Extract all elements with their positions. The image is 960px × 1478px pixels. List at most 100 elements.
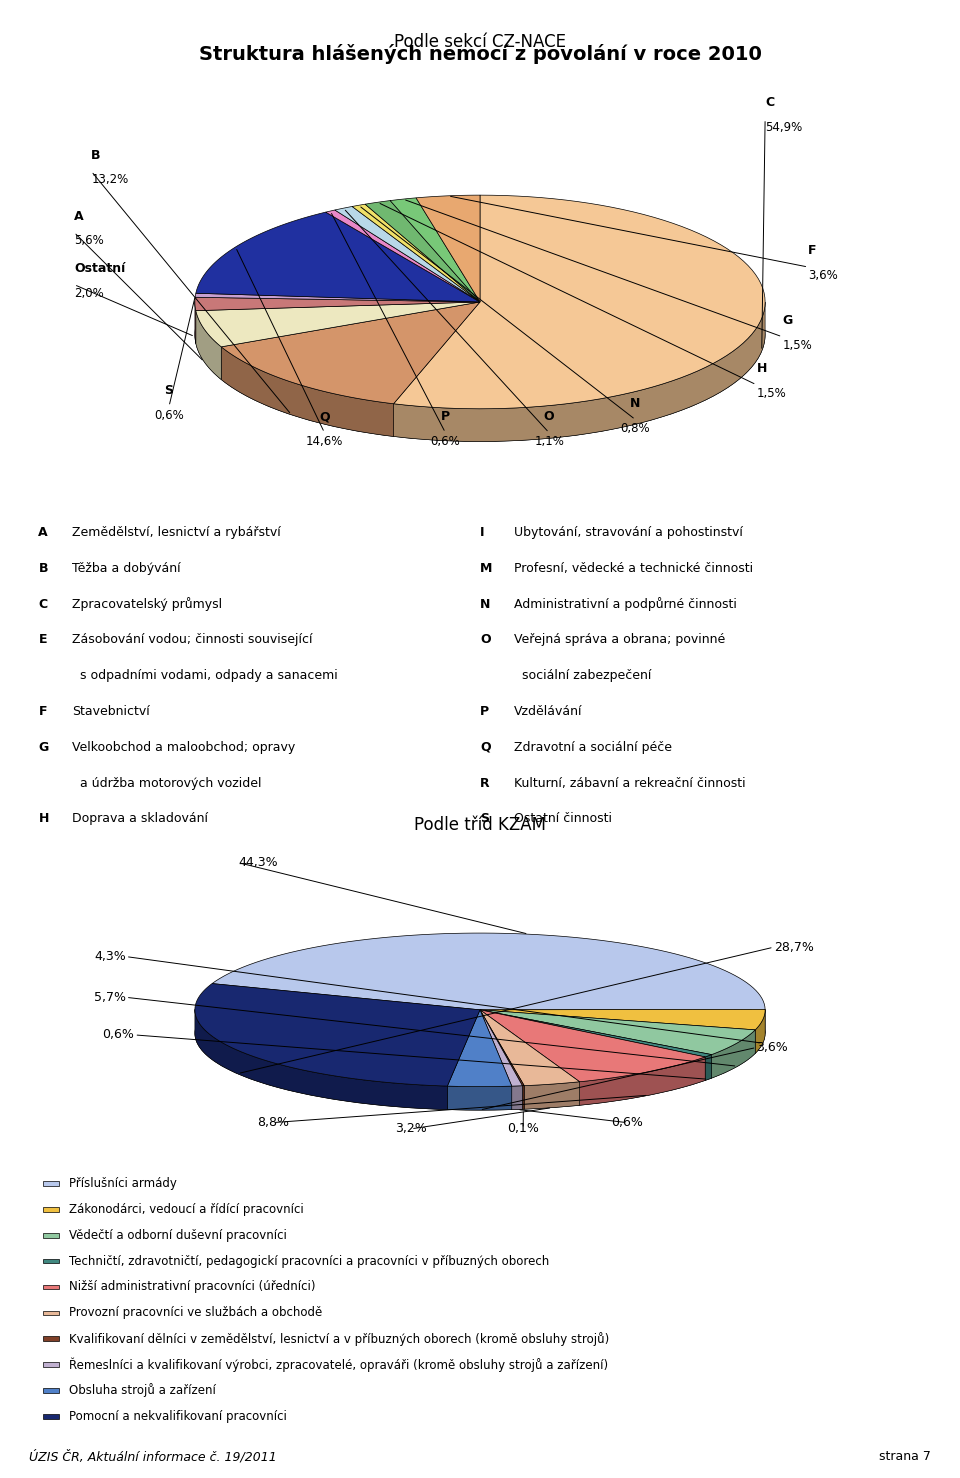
- Polygon shape: [394, 302, 765, 442]
- Text: 4,3%: 4,3%: [94, 950, 126, 964]
- Text: 3,2%: 3,2%: [395, 1122, 427, 1135]
- Text: Struktura hlášených nemocí z povolání v roce 2010: Struktura hlášených nemocí z povolání v …: [199, 44, 761, 65]
- Text: 2,0%: 2,0%: [74, 287, 104, 300]
- Text: Zpracovatelský průmysl: Zpracovatelský průmysl: [72, 597, 222, 610]
- Polygon shape: [447, 1009, 512, 1086]
- Polygon shape: [480, 1009, 580, 1106]
- Text: Administrativní a podpůrné činnosti: Administrativní a podpůrné činnosti: [514, 597, 736, 610]
- Bar: [43, 1259, 59, 1264]
- Text: Podle sekcí CZ-NACE: Podle sekcí CZ-NACE: [394, 33, 566, 52]
- Text: F: F: [38, 705, 47, 718]
- Text: Podle tříd KZAM: Podle tříd KZAM: [414, 816, 546, 835]
- Text: A: A: [74, 210, 84, 223]
- Polygon shape: [195, 983, 480, 1086]
- Polygon shape: [706, 1055, 711, 1080]
- Text: Q: Q: [319, 411, 330, 423]
- Polygon shape: [480, 1009, 522, 1110]
- Polygon shape: [196, 213, 480, 302]
- Text: Zemědělství, lesnictví a rybářství: Zemědělství, lesnictví a rybářství: [72, 526, 280, 539]
- Polygon shape: [416, 195, 480, 302]
- Text: 13,2%: 13,2%: [91, 173, 129, 186]
- Text: Veřejná správa a obrana; povinné: Veřejná správa a obrana; povinné: [514, 634, 725, 646]
- Polygon shape: [524, 1082, 580, 1108]
- Text: 5,6%: 5,6%: [74, 235, 104, 247]
- Text: Těžba a dobývání: Těžba a dobývání: [72, 562, 180, 575]
- Text: a údržba motorových vozidel: a údržba motorových vozidel: [72, 776, 261, 789]
- Text: Velkoobchod a maloobchod; opravy: Velkoobchod a maloobchod; opravy: [72, 740, 296, 754]
- Text: Obsluha strojů a zařízení: Obsluha strojů a zařízení: [69, 1383, 216, 1397]
- Text: 0,8%: 0,8%: [621, 421, 650, 435]
- Polygon shape: [480, 1009, 756, 1054]
- Polygon shape: [195, 1009, 447, 1110]
- Bar: [43, 1388, 59, 1392]
- Polygon shape: [512, 1086, 522, 1110]
- Polygon shape: [522, 1086, 524, 1110]
- Polygon shape: [394, 195, 765, 409]
- Text: H: H: [756, 362, 767, 375]
- Polygon shape: [480, 1009, 512, 1110]
- Text: 28,7%: 28,7%: [774, 940, 814, 953]
- Polygon shape: [756, 1009, 765, 1054]
- Polygon shape: [480, 1009, 512, 1110]
- Polygon shape: [480, 1009, 756, 1055]
- Text: Pomocní a nekvalifikovaní pracovníci: Pomocní a nekvalifikovaní pracovníci: [69, 1410, 287, 1423]
- Polygon shape: [480, 1009, 522, 1086]
- Polygon shape: [221, 302, 480, 380]
- Text: S: S: [164, 384, 174, 398]
- Text: 3,6%: 3,6%: [756, 1041, 788, 1054]
- Text: R: R: [480, 776, 490, 789]
- Text: 14,6%: 14,6%: [306, 435, 343, 448]
- Text: B: B: [91, 149, 101, 161]
- Polygon shape: [480, 1009, 765, 1030]
- Text: Techničtí, zdravotničtí, pedagogickí pracovníci a pracovníci v příbuzných oborec: Techničtí, zdravotničtí, pedagogickí pra…: [69, 1255, 549, 1268]
- Text: P: P: [441, 411, 450, 423]
- Text: Příslušníci armády: Příslušníci armády: [69, 1176, 178, 1190]
- Text: G: G: [782, 315, 793, 327]
- Text: Profesní, vědecké a technické činnosti: Profesní, vědecké a technické činnosti: [514, 562, 753, 575]
- Polygon shape: [447, 1009, 480, 1110]
- Text: Zásobování vodou; činnosti související: Zásobování vodou; činnosti související: [72, 634, 312, 646]
- Text: Zákonodárci, vedoucí a řídící pracovníci: Zákonodárci, vedoucí a řídící pracovníci: [69, 1203, 304, 1216]
- Polygon shape: [365, 201, 480, 302]
- Bar: [43, 1208, 59, 1212]
- Text: 0,6%: 0,6%: [103, 1029, 134, 1042]
- Text: Stavebnictví: Stavebnictví: [72, 705, 150, 718]
- Text: Kulturní, zábavní a rekreační činnosti: Kulturní, zábavní a rekreační činnosti: [514, 776, 745, 789]
- Polygon shape: [352, 204, 480, 302]
- Text: H: H: [38, 813, 49, 825]
- Bar: [43, 1284, 59, 1289]
- Polygon shape: [390, 198, 480, 302]
- Text: Zdravotní a sociální péče: Zdravotní a sociální péče: [514, 740, 672, 754]
- Polygon shape: [480, 1009, 756, 1054]
- Text: Kvalifikovaní dělníci v zemědělství, lesnictví a v příbuzných oborech (kromě obs: Kvalifikovaní dělníci v zemědělství, les…: [69, 1332, 610, 1345]
- Bar: [43, 1336, 59, 1341]
- Polygon shape: [480, 1009, 524, 1108]
- Bar: [43, 1363, 59, 1367]
- Polygon shape: [480, 1009, 580, 1086]
- Text: 0,1%: 0,1%: [507, 1122, 540, 1135]
- Text: sociální zabezpečení: sociální zabezpečení: [514, 670, 651, 683]
- Polygon shape: [212, 933, 765, 1009]
- Polygon shape: [335, 207, 480, 302]
- Text: I: I: [480, 526, 485, 539]
- Text: 0,6%: 0,6%: [611, 1116, 643, 1129]
- Text: 1,5%: 1,5%: [782, 338, 812, 352]
- Polygon shape: [447, 1009, 480, 1110]
- Text: Vědečtí a odborní duševní pracovníci: Vědečtí a odborní duševní pracovníci: [69, 1228, 287, 1242]
- Text: Doprava a skladování: Doprava a skladování: [72, 813, 208, 825]
- Bar: [43, 1233, 59, 1237]
- Polygon shape: [195, 293, 480, 302]
- Text: C: C: [765, 96, 775, 109]
- Polygon shape: [394, 302, 480, 436]
- Polygon shape: [196, 302, 480, 343]
- Ellipse shape: [195, 956, 765, 1110]
- Polygon shape: [480, 1009, 522, 1110]
- Polygon shape: [221, 302, 480, 380]
- Text: N: N: [631, 398, 640, 409]
- Polygon shape: [580, 1057, 706, 1106]
- Text: C: C: [38, 597, 48, 610]
- Text: s odpadními vodami, odpady a sanacemi: s odpadními vodami, odpady a sanacemi: [72, 670, 338, 683]
- Text: E: E: [38, 634, 47, 646]
- Text: 0,6%: 0,6%: [155, 409, 183, 421]
- Text: F: F: [808, 244, 817, 257]
